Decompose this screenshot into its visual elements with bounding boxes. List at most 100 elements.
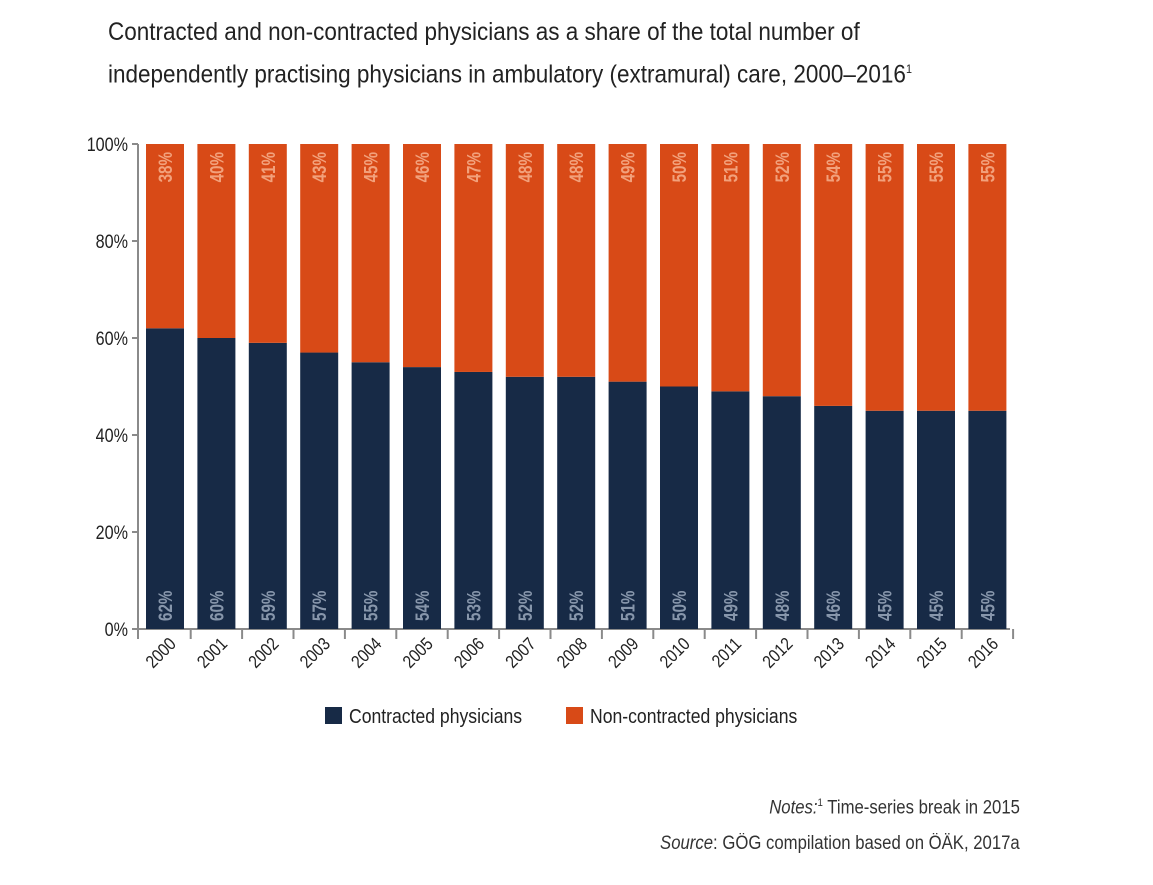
title-footnote: 1: [905, 62, 912, 76]
bar-contracted: [351, 362, 390, 629]
bar-non-contracted: [660, 144, 698, 387]
source-text: : GÖG compilation based on ÖÄK, 2017a: [713, 833, 1020, 854]
data-label: 50%: [668, 591, 690, 621]
data-label: 48%: [771, 591, 793, 621]
bar-contracted: [608, 381, 647, 629]
notes-line: Notes:1 Time-series break in 2015: [769, 797, 1020, 819]
x-tick-label: 2004: [347, 634, 386, 673]
data-label: 45%: [925, 591, 947, 621]
bar-non-contracted: [403, 144, 441, 368]
data-label: 55%: [874, 152, 896, 182]
x-tick-label: 2007: [501, 634, 540, 673]
chart-title: Contracted and non-contracted physicians…: [108, 14, 954, 93]
data-label: 52%: [566, 591, 588, 621]
bar-non-contracted: [917, 144, 955, 411]
x-tick-label: 2012: [758, 634, 797, 673]
y-tick-label: 60%: [96, 328, 129, 350]
data-label: 55%: [360, 591, 382, 621]
bar-non-contracted: [557, 144, 596, 377]
data-label: 45%: [360, 152, 382, 182]
source-line: Source: GÖG compilation based on ÖÄK, 20…: [660, 833, 1020, 855]
x-tick-label: 2001: [193, 634, 232, 673]
bar-contracted: [197, 338, 236, 629]
x-tick-label: 2016: [964, 634, 1003, 673]
x-tick-label: 2013: [810, 634, 849, 673]
title-line-1: Contracted and non-contracted physicians…: [108, 18, 860, 46]
data-label: 43%: [309, 152, 331, 182]
bar-non-contracted: [197, 144, 236, 338]
bar-contracted: [403, 367, 441, 629]
y-tick-label: 40%: [96, 425, 129, 447]
bar-non-contracted: [762, 144, 801, 397]
bar-contracted: [917, 410, 955, 629]
bar-contracted: [248, 342, 287, 629]
bar-contracted: [454, 371, 493, 629]
bar-non-contracted: [146, 144, 184, 329]
y-tick-label: 20%: [96, 522, 129, 544]
data-label: 49%: [617, 152, 639, 182]
title-line-2: independently practising physicians in a…: [108, 60, 906, 89]
x-tick-label: 2011: [708, 634, 746, 672]
bar-contracted: [865, 410, 904, 629]
data-label: 62%: [154, 591, 176, 621]
bar-contracted: [660, 386, 698, 629]
bar-contracted: [711, 391, 750, 629]
data-label: 45%: [874, 591, 896, 621]
notes-sup: 1: [817, 797, 823, 809]
bar-contracted: [814, 405, 853, 629]
legend-label: Non-contracted physicians: [590, 705, 797, 727]
y-tick-label: 100%: [87, 134, 129, 156]
y-tick-label: 80%: [96, 231, 129, 253]
data-label: 50%: [668, 152, 690, 182]
legend-swatch: [566, 707, 583, 724]
bar-non-contracted: [351, 144, 390, 363]
x-tick-label: 2002: [244, 634, 283, 673]
bar-non-contracted: [814, 144, 853, 406]
data-label: 38%: [154, 152, 176, 182]
data-label: 59%: [257, 591, 279, 621]
notes-label: Notes:: [769, 797, 818, 819]
y-tick-label: 0%: [105, 619, 129, 641]
bar-non-contracted: [454, 144, 493, 372]
data-label: 40%: [206, 152, 228, 182]
data-label: 60%: [206, 591, 228, 621]
x-tick-label: 2010: [656, 634, 695, 673]
bar-contracted: [146, 328, 184, 629]
data-label: 48%: [514, 152, 536, 182]
x-tick-label: 2014: [861, 634, 900, 673]
data-label: 51%: [617, 591, 639, 621]
data-label: 49%: [720, 591, 742, 621]
x-tick-label: 2003: [296, 634, 335, 673]
notes-text: Time-series break in 2015: [822, 797, 1020, 819]
bar-non-contracted: [248, 144, 287, 343]
bar-non-contracted: [300, 144, 339, 353]
data-label: 54%: [823, 152, 845, 182]
x-tick-label: 2009: [604, 634, 643, 673]
x-tick-label: 2008: [553, 634, 592, 673]
bar-contracted: [505, 376, 544, 629]
legend-swatch: [325, 707, 342, 724]
data-label: 52%: [771, 152, 793, 182]
data-label: 46%: [411, 152, 433, 182]
data-label: 55%: [977, 152, 999, 182]
legend-label: Contracted physicians: [349, 705, 522, 727]
data-label: 45%: [977, 591, 999, 621]
data-label: 57%: [309, 591, 331, 621]
bar-contracted: [300, 352, 339, 629]
data-label: 53%: [463, 591, 485, 621]
x-tick-label: 2000: [142, 634, 181, 673]
x-tick-label: 2005: [399, 634, 438, 673]
data-label: 54%: [411, 591, 433, 621]
data-label: 55%: [925, 152, 947, 182]
data-label: 41%: [257, 152, 279, 182]
x-tick-label: 2015: [913, 634, 952, 673]
data-label: 48%: [566, 152, 588, 182]
bar-contracted: [968, 410, 1007, 629]
data-label: 51%: [720, 152, 742, 182]
bar-non-contracted: [505, 144, 544, 377]
bar-contracted: [762, 396, 801, 629]
bar-contracted: [557, 376, 596, 629]
bar-non-contracted: [865, 144, 904, 411]
data-label: 52%: [514, 591, 536, 621]
